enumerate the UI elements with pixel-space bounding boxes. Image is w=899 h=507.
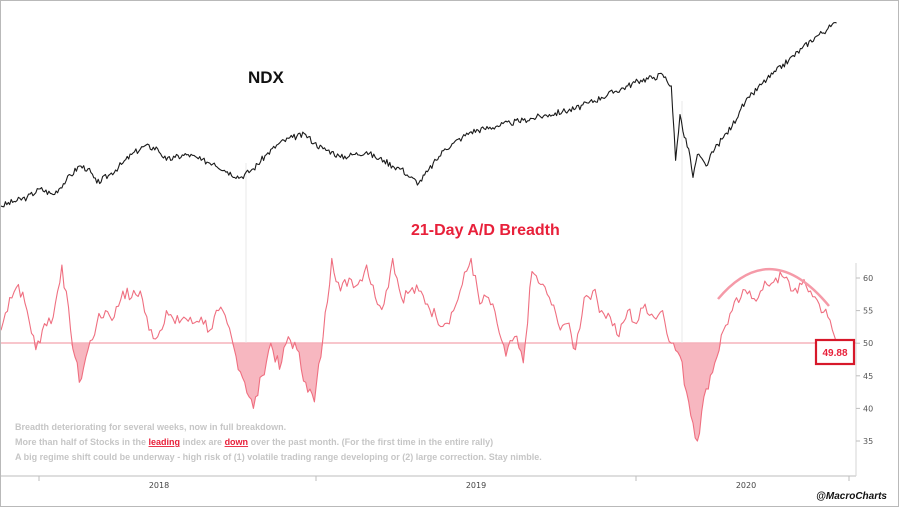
y-tick-label: 40: [863, 404, 873, 413]
note-line-2: More than half of Stocks in the leading …: [15, 437, 493, 447]
y-tick-label: 45: [863, 372, 873, 381]
ndx-line-path: [1, 21, 837, 208]
breadth-below-threshold-fill: [1, 343, 841, 441]
breadth-line-path: [1, 257, 842, 442]
author-credit: @MacroCharts: [816, 491, 887, 502]
last-value-box: [814, 338, 856, 366]
chart-subtitle-breadth: 21-Day A/D Breadth: [411, 222, 560, 239]
x-tick-label: 2018: [149, 481, 169, 490]
chart-title-ndx: NDX: [248, 68, 285, 87]
y-tick-label: 50: [863, 339, 873, 348]
x-axis-ticks: 2018 2019 2020: [38, 476, 850, 490]
y-tick-label: 60: [863, 274, 873, 283]
note-line-3: A big regime shift could be underway - h…: [15, 452, 542, 462]
y-tick-label: 35: [863, 437, 873, 446]
note-line-2-c: over the past month. (For the first time…: [248, 437, 493, 447]
ndx-series: [1, 21, 837, 208]
x-tick-label: 2020: [736, 481, 756, 490]
last-value-label: 49.88: [822, 348, 847, 359]
rolling-top-arc: [717, 267, 830, 307]
note-line-2-b: index are: [180, 437, 225, 447]
breadth-series: [1, 257, 842, 442]
note-line-1: Breadth deteriorating for several weeks,…: [15, 422, 286, 432]
note-line-2-a: More than half of Stocks in the: [15, 437, 149, 447]
breadth-y-ticks: 35 40 45 50 55 60: [856, 274, 873, 446]
y-tick-label: 55: [863, 307, 873, 316]
note-highlight-down: down: [225, 437, 249, 447]
x-tick-label: 2019: [466, 481, 486, 490]
breadth-fill-area: [1, 343, 841, 441]
commentary-text: Breadth deteriorating for several weeks,…: [15, 422, 542, 462]
note-highlight-leading: leading: [149, 437, 181, 447]
